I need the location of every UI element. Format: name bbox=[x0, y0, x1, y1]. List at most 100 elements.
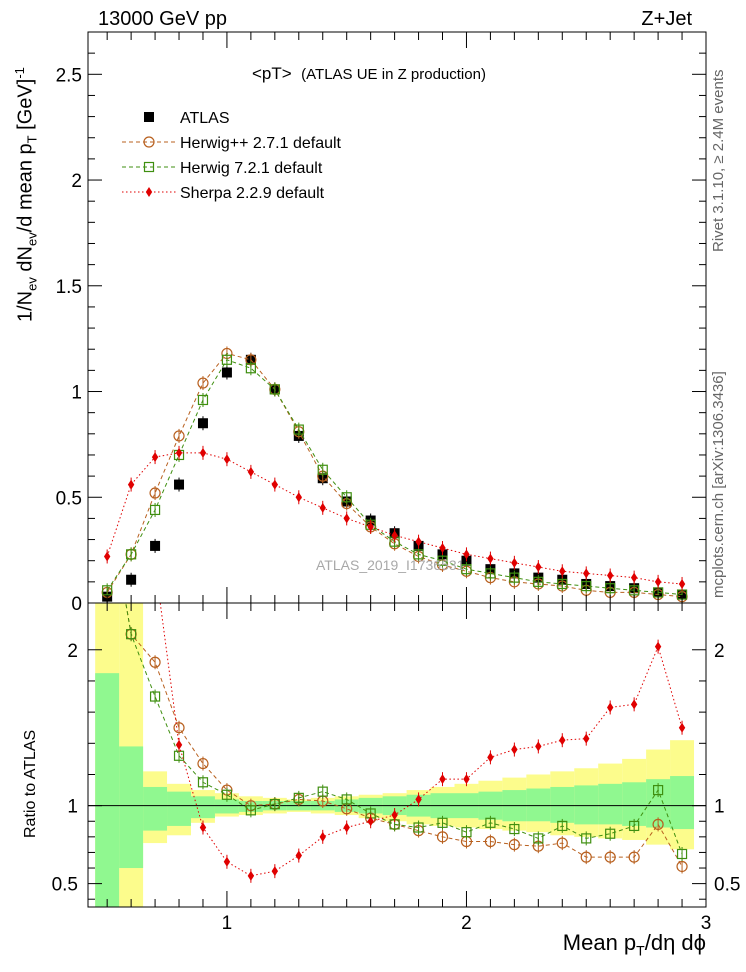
main-point-sherpa-2-2-9-default bbox=[151, 452, 159, 463]
ratio-y-tick-label-right: 0.5 bbox=[714, 875, 740, 896]
ratio-point-herwig-2-7-1-default bbox=[102, 489, 112, 499]
legend-label: Herwig 7.2.1 default bbox=[180, 160, 323, 177]
ratio-point-herwig-2-7-1-default bbox=[149, 656, 161, 668]
main-point-atlas bbox=[174, 479, 185, 490]
main-point-sherpa-2-2-9-default bbox=[415, 536, 422, 547]
ratio-y-tick-label-left: 1 bbox=[67, 797, 78, 818]
ratio-point-herwig-7-2-1-default bbox=[413, 822, 424, 833]
ratio-point-herwig-2-7-1-default bbox=[508, 839, 520, 851]
main-y-tick-label: 0 bbox=[71, 594, 82, 615]
uncertainty-band-inner bbox=[598, 783, 623, 825]
main-point-herwig-7-2-1-default bbox=[437, 555, 448, 566]
main-point-sherpa-2-2-9-default bbox=[319, 502, 326, 513]
main-point-sherpa-2-2-9-default bbox=[223, 454, 231, 465]
main-point-herwig-7-2-1-default bbox=[197, 394, 209, 406]
main-point-atlas bbox=[221, 367, 232, 378]
uncertainty-band-inner bbox=[574, 785, 599, 825]
main-point-herwig-7-2-1-default bbox=[126, 549, 137, 560]
main-point-sherpa-2-2-9-default bbox=[295, 492, 302, 503]
main-point-sherpa-2-2-9-default bbox=[439, 543, 446, 554]
analysis-watermark: ATLAS_2019_I1736531 bbox=[316, 557, 465, 573]
main-point-sherpa-2-2-9-default bbox=[247, 466, 255, 477]
process-label: Z+Jet bbox=[641, 8, 692, 30]
x-axis-title: Mean pT/dη dϕ bbox=[562, 930, 706, 959]
main-point-sherpa-2-2-9-default bbox=[654, 576, 662, 587]
main-point-sherpa-2-2-9-default bbox=[630, 572, 638, 583]
plot-title-main: <pT> bbox=[252, 64, 292, 83]
ratio-point-sherpa-2-2-9-default bbox=[319, 831, 326, 842]
ratio-point-herwig-7-2-1-default bbox=[533, 833, 544, 844]
main-point-sherpa-2-2-9-default bbox=[511, 557, 518, 568]
main-point-herwig-7-2-1-default bbox=[149, 504, 161, 516]
main-point-sherpa-2-2-9-default bbox=[391, 530, 398, 541]
ratio-point-sherpa-2-2-9-default bbox=[583, 733, 590, 744]
main-point-sherpa-2-2-9-default bbox=[175, 447, 183, 458]
legend-marker bbox=[143, 136, 155, 148]
ratio-point-herwig-2-7-1-default bbox=[652, 818, 664, 830]
main-point-herwig-7-2-1-default bbox=[581, 580, 592, 592]
uncertainty-band-inner bbox=[143, 786, 168, 831]
main-point-sherpa-2-2-9-default bbox=[103, 551, 111, 562]
main-point-sherpa-2-2-9-default bbox=[535, 562, 542, 573]
x-tick-label: 2 bbox=[461, 913, 472, 934]
ratio-point-herwig-7-2-1-default bbox=[197, 777, 209, 788]
ratio-y-tick-label-right: 1 bbox=[714, 797, 725, 818]
legend-marker bbox=[143, 161, 155, 173]
main-point-atlas bbox=[197, 418, 208, 429]
main-point-herwig-7-2-1-default bbox=[485, 568, 496, 579]
main-point-sherpa-2-2-9-default bbox=[606, 570, 614, 581]
ratio-point-sherpa-2-2-9-default bbox=[343, 822, 350, 833]
ratio-point-herwig-7-2-1-default bbox=[485, 817, 496, 828]
ratio-series-group bbox=[102, 411, 688, 883]
ratio-point-sherpa-2-2-9-default bbox=[271, 866, 279, 877]
ratio-point-herwig-2-7-1-default bbox=[628, 851, 640, 863]
main-point-herwig-7-2-1-default bbox=[509, 572, 520, 583]
ratio-point-sherpa-2-2-9-default bbox=[247, 870, 255, 881]
ratio-point-sherpa-2-2-9-default bbox=[487, 752, 494, 763]
ratio-point-sherpa-2-2-9-default bbox=[199, 822, 207, 833]
ratio-point-herwig-7-2-1-default bbox=[581, 833, 592, 844]
main-point-herwig-7-2-1-default bbox=[293, 424, 304, 435]
ratio-point-sherpa-2-2-9-default bbox=[511, 744, 518, 755]
ratio-point-sherpa-2-2-9-default bbox=[654, 641, 662, 652]
legend-marker bbox=[145, 187, 153, 197]
main-point-sherpa-2-2-9-default bbox=[127, 479, 135, 490]
uncertainty-band-inner bbox=[119, 746, 144, 869]
main-point-herwig-7-2-1-default bbox=[557, 578, 568, 590]
ratio-point-herwig-7-2-1-default bbox=[293, 792, 304, 803]
ratio-point-sherpa-2-2-9-default bbox=[535, 741, 542, 752]
main-point-sherpa-2-2-9-default bbox=[487, 553, 494, 564]
uncertainty-band-inner bbox=[670, 776, 695, 830]
uncertainty-band-inner bbox=[526, 788, 551, 822]
main-y-tick-label: 1.5 bbox=[56, 277, 82, 298]
ratio-point-herwig-2-7-1-default bbox=[676, 860, 688, 873]
plot-subtitle: (ATLAS UE in Z production) bbox=[301, 66, 486, 83]
ratio-point-herwig-7-2-1-default bbox=[269, 799, 280, 810]
main-point-herwig-7-2-1-default bbox=[102, 585, 113, 596]
ratio-y-tick-label-left: 0.5 bbox=[52, 875, 78, 896]
ratio-point-sherpa-2-2-9-default bbox=[439, 774, 446, 785]
main-point-herwig-7-2-1-default bbox=[341, 492, 352, 503]
uncertainty-band-inner bbox=[191, 796, 215, 819]
ratio-point-sherpa-2-2-9-default bbox=[295, 850, 302, 861]
main-point-herwig-7-2-1-default bbox=[533, 576, 544, 587]
ratio-point-herwig-2-7-1-default bbox=[436, 831, 449, 843]
main-point-atlas bbox=[150, 540, 161, 551]
main-point-atlas bbox=[126, 574, 137, 585]
ratio-point-herwig-2-7-1-default bbox=[604, 851, 616, 863]
main-point-herwig-7-2-1-default bbox=[605, 583, 616, 594]
main-point-herwig-7-2-1-default bbox=[269, 384, 280, 395]
main-point-sherpa-2-2-9-default bbox=[367, 521, 374, 532]
ratio-point-herwig-2-7-1-default bbox=[556, 837, 568, 849]
plot-title: <pT> (ATLAS UE in Z production) bbox=[252, 64, 486, 84]
main-point-sherpa-2-2-9-default bbox=[271, 479, 279, 490]
mcplots-label: mcplots.cern.ch [arXiv:1306.3436] bbox=[710, 371, 727, 598]
ratio-point-herwig-7-2-1-default bbox=[149, 691, 161, 702]
main-y-axis-title: 1/Nev dNev/d mean pT [GeV]-1 bbox=[12, 67, 40, 322]
main-series-group bbox=[101, 346, 688, 603]
ratio-point-sherpa-2-2-9-default bbox=[223, 856, 231, 867]
ratio-point-sherpa-2-2-9-default bbox=[128, 411, 134, 421]
x-tick-label: 3 bbox=[701, 913, 712, 934]
main-y-tick-label: 0.5 bbox=[56, 488, 82, 509]
